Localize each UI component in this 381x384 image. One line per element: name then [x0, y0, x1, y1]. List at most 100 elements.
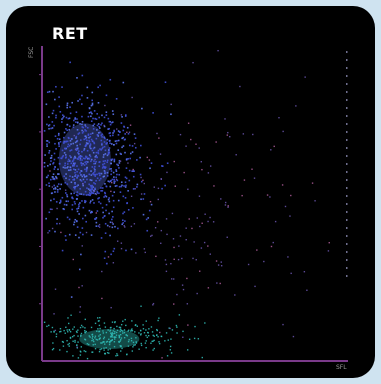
scatter-point	[186, 349, 189, 351]
scatter-point	[108, 200, 111, 203]
scatter-point	[281, 184, 284, 186]
scatter-point	[278, 117, 280, 119]
scatter-point	[104, 153, 107, 155]
scatter-point	[107, 153, 110, 155]
scatter-point	[82, 130, 85, 133]
scatter-point	[72, 159, 75, 161]
scatter-point	[103, 175, 106, 178]
scatter-point	[192, 61, 194, 64]
scatter-point	[108, 341, 111, 343]
scatter-point	[81, 126, 84, 128]
scatter-point	[116, 325, 118, 328]
scatter-point	[82, 206, 85, 209]
scatter-point	[195, 143, 197, 145]
scatter-point	[89, 145, 91, 147]
scatter-point	[133, 170, 135, 172]
scatter-point	[115, 331, 118, 334]
scatter-point	[87, 134, 90, 136]
scatter-point	[48, 124, 51, 126]
scatter-point	[82, 178, 85, 181]
scatter-point	[92, 173, 94, 175]
scatter-point	[90, 326, 93, 329]
scatter-point	[48, 90, 51, 93]
scatter-point	[118, 160, 121, 162]
scatter-point	[52, 178, 55, 180]
chart-title: RET	[52, 24, 88, 43]
scatter-point	[106, 159, 109, 162]
scatter-point	[182, 288, 185, 291]
scatter-point	[79, 157, 82, 160]
scatter-point	[76, 139, 79, 142]
scatter-point	[64, 332, 66, 334]
scatter-point	[112, 262, 115, 264]
scatter-point	[84, 339, 87, 341]
scatter-point	[53, 158, 56, 161]
scatter-point	[95, 154, 97, 157]
scatter-point	[156, 329, 159, 332]
scatter-point	[69, 336, 72, 339]
scatter-point	[111, 121, 114, 123]
scatter-point	[74, 174, 77, 176]
scatter-point	[120, 181, 123, 184]
scatter-point	[97, 149, 100, 152]
scatter-point	[93, 340, 95, 343]
scatter-point	[49, 163, 51, 166]
scatter-point	[69, 169, 72, 171]
scatter-point	[94, 192, 97, 195]
scatter-point	[152, 304, 154, 306]
scatter-point	[70, 162, 73, 165]
scatter-point	[59, 111, 62, 113]
scatter-point	[97, 123, 100, 125]
guide-dot	[346, 115, 348, 117]
scatter-point	[121, 137, 123, 140]
scatter-point	[123, 211, 126, 213]
scatter-point	[48, 324, 50, 327]
scatter-point	[145, 320, 147, 322]
scatter-point	[120, 350, 122, 352]
scatter-point	[186, 277, 188, 280]
scatter-point	[84, 168, 86, 171]
scatter-point	[145, 334, 147, 337]
scatter-point	[139, 173, 142, 176]
scatter-point	[73, 192, 75, 195]
scatter-point	[96, 317, 99, 319]
scatter-point	[104, 104, 106, 107]
scatter-point	[101, 297, 103, 300]
scatter-point	[94, 117, 96, 120]
scatter-point	[52, 90, 54, 93]
scatter-point	[99, 327, 101, 330]
scatter-point	[86, 178, 88, 181]
guide-dot	[346, 75, 348, 77]
scatter-point	[60, 157, 63, 160]
scatter-point	[88, 136, 90, 139]
scatter-point	[48, 127, 50, 130]
scatter-point	[61, 114, 64, 116]
scatter-point	[165, 263, 168, 266]
scatter-point	[68, 329, 71, 331]
scatter-point	[77, 175, 80, 177]
scatter-point	[140, 180, 143, 183]
scatter-point	[46, 123, 48, 126]
scatter-point	[147, 334, 150, 337]
scatter-point	[112, 132, 114, 134]
scatter-point	[207, 245, 209, 247]
scatter-point	[133, 344, 135, 346]
scatter-point	[68, 128, 71, 131]
scatter-point	[98, 165, 101, 167]
scatter-point	[292, 335, 295, 338]
scatter-point	[198, 147, 200, 149]
scatter-point	[97, 151, 99, 154]
scatter-point	[98, 223, 101, 226]
scatter-point	[229, 135, 231, 138]
scatter-point	[132, 341, 135, 344]
scatter-point	[314, 200, 316, 202]
scatter-point	[81, 285, 83, 287]
scatter-point	[84, 145, 87, 148]
scatter-point	[96, 330, 98, 332]
scatter-point	[303, 270, 306, 273]
scatter-point	[103, 170, 106, 172]
scatter-point	[105, 142, 108, 145]
scatter-point	[124, 226, 126, 228]
scatter-point	[69, 112, 72, 115]
scatter-point	[73, 157, 75, 160]
